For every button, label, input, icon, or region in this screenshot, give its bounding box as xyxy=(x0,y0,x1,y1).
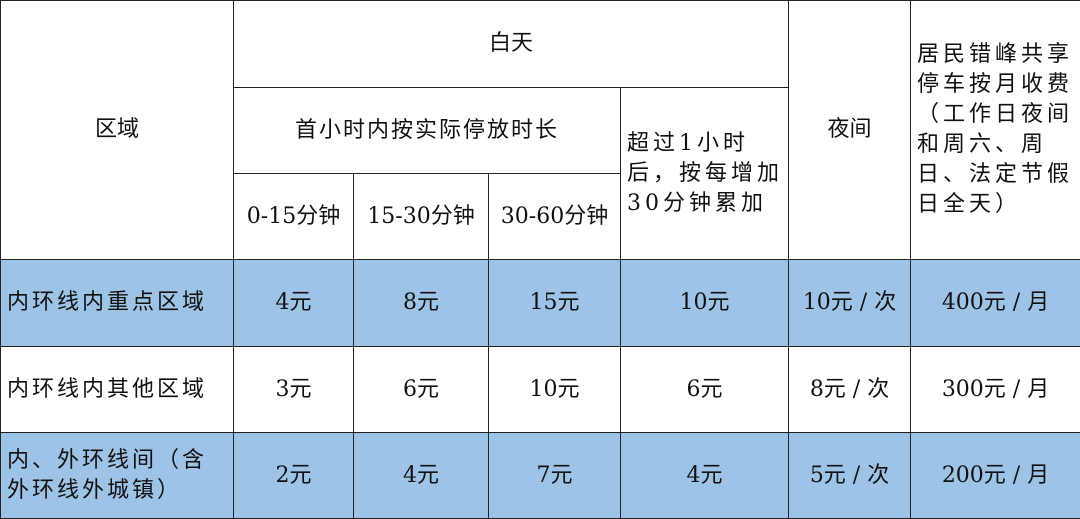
header-daytime: 白天 xyxy=(234,1,789,88)
cell: 400元 / 月 xyxy=(911,260,1080,347)
cell: 6元 xyxy=(354,347,489,433)
header-over-hour: 超过1小时后，按每增加30分钟累加 xyxy=(621,88,789,260)
cell: 8元 xyxy=(354,260,489,347)
row-region: 内、外环线间（含外环线外城镇） xyxy=(1,433,234,519)
header-night: 夜间 xyxy=(789,1,911,260)
cell: 200元 / 月 xyxy=(911,433,1080,519)
cell: 7元 xyxy=(489,433,621,519)
header-30-60: 30-60分钟 xyxy=(489,174,621,260)
header-resident-monthly: 居民错峰共享停车按月收费（工作日夜间和周六、周日、法定节假日全天） xyxy=(911,1,1080,260)
cell: 8元 / 次 xyxy=(789,347,911,433)
cell: 15元 xyxy=(489,260,621,347)
cell: 10元 xyxy=(489,347,621,433)
cell: 4元 xyxy=(621,433,789,519)
table-row: 内、外环线间（含外环线外城镇） 2元 4元 7元 4元 5元 / 次 200元 … xyxy=(1,433,1080,519)
row-region: 内环线内重点区域 xyxy=(1,260,234,347)
cell: 3元 xyxy=(234,347,354,433)
cell: 6元 xyxy=(621,347,789,433)
row-region: 内环线内其他区域 xyxy=(1,347,234,433)
header-15-30: 15-30分钟 xyxy=(354,174,489,260)
cell: 5元 / 次 xyxy=(789,433,911,519)
cell: 2元 xyxy=(234,433,354,519)
table-row: 内环线内重点区域 4元 8元 15元 10元 10元 / 次 400元 / 月 xyxy=(1,260,1080,347)
cell: 4元 xyxy=(234,260,354,347)
cell: 300元 / 月 xyxy=(911,347,1080,433)
cell: 10元 / 次 xyxy=(789,260,911,347)
header-region: 区域 xyxy=(1,1,234,260)
header-0-15: 0-15分钟 xyxy=(234,174,354,260)
cell: 10元 xyxy=(621,260,789,347)
header-first-hour: 首小时内按实际停放时长 xyxy=(234,88,621,174)
cell: 4元 xyxy=(354,433,489,519)
table-row: 内环线内其他区域 3元 6元 10元 6元 8元 / 次 300元 / 月 xyxy=(1,347,1080,433)
